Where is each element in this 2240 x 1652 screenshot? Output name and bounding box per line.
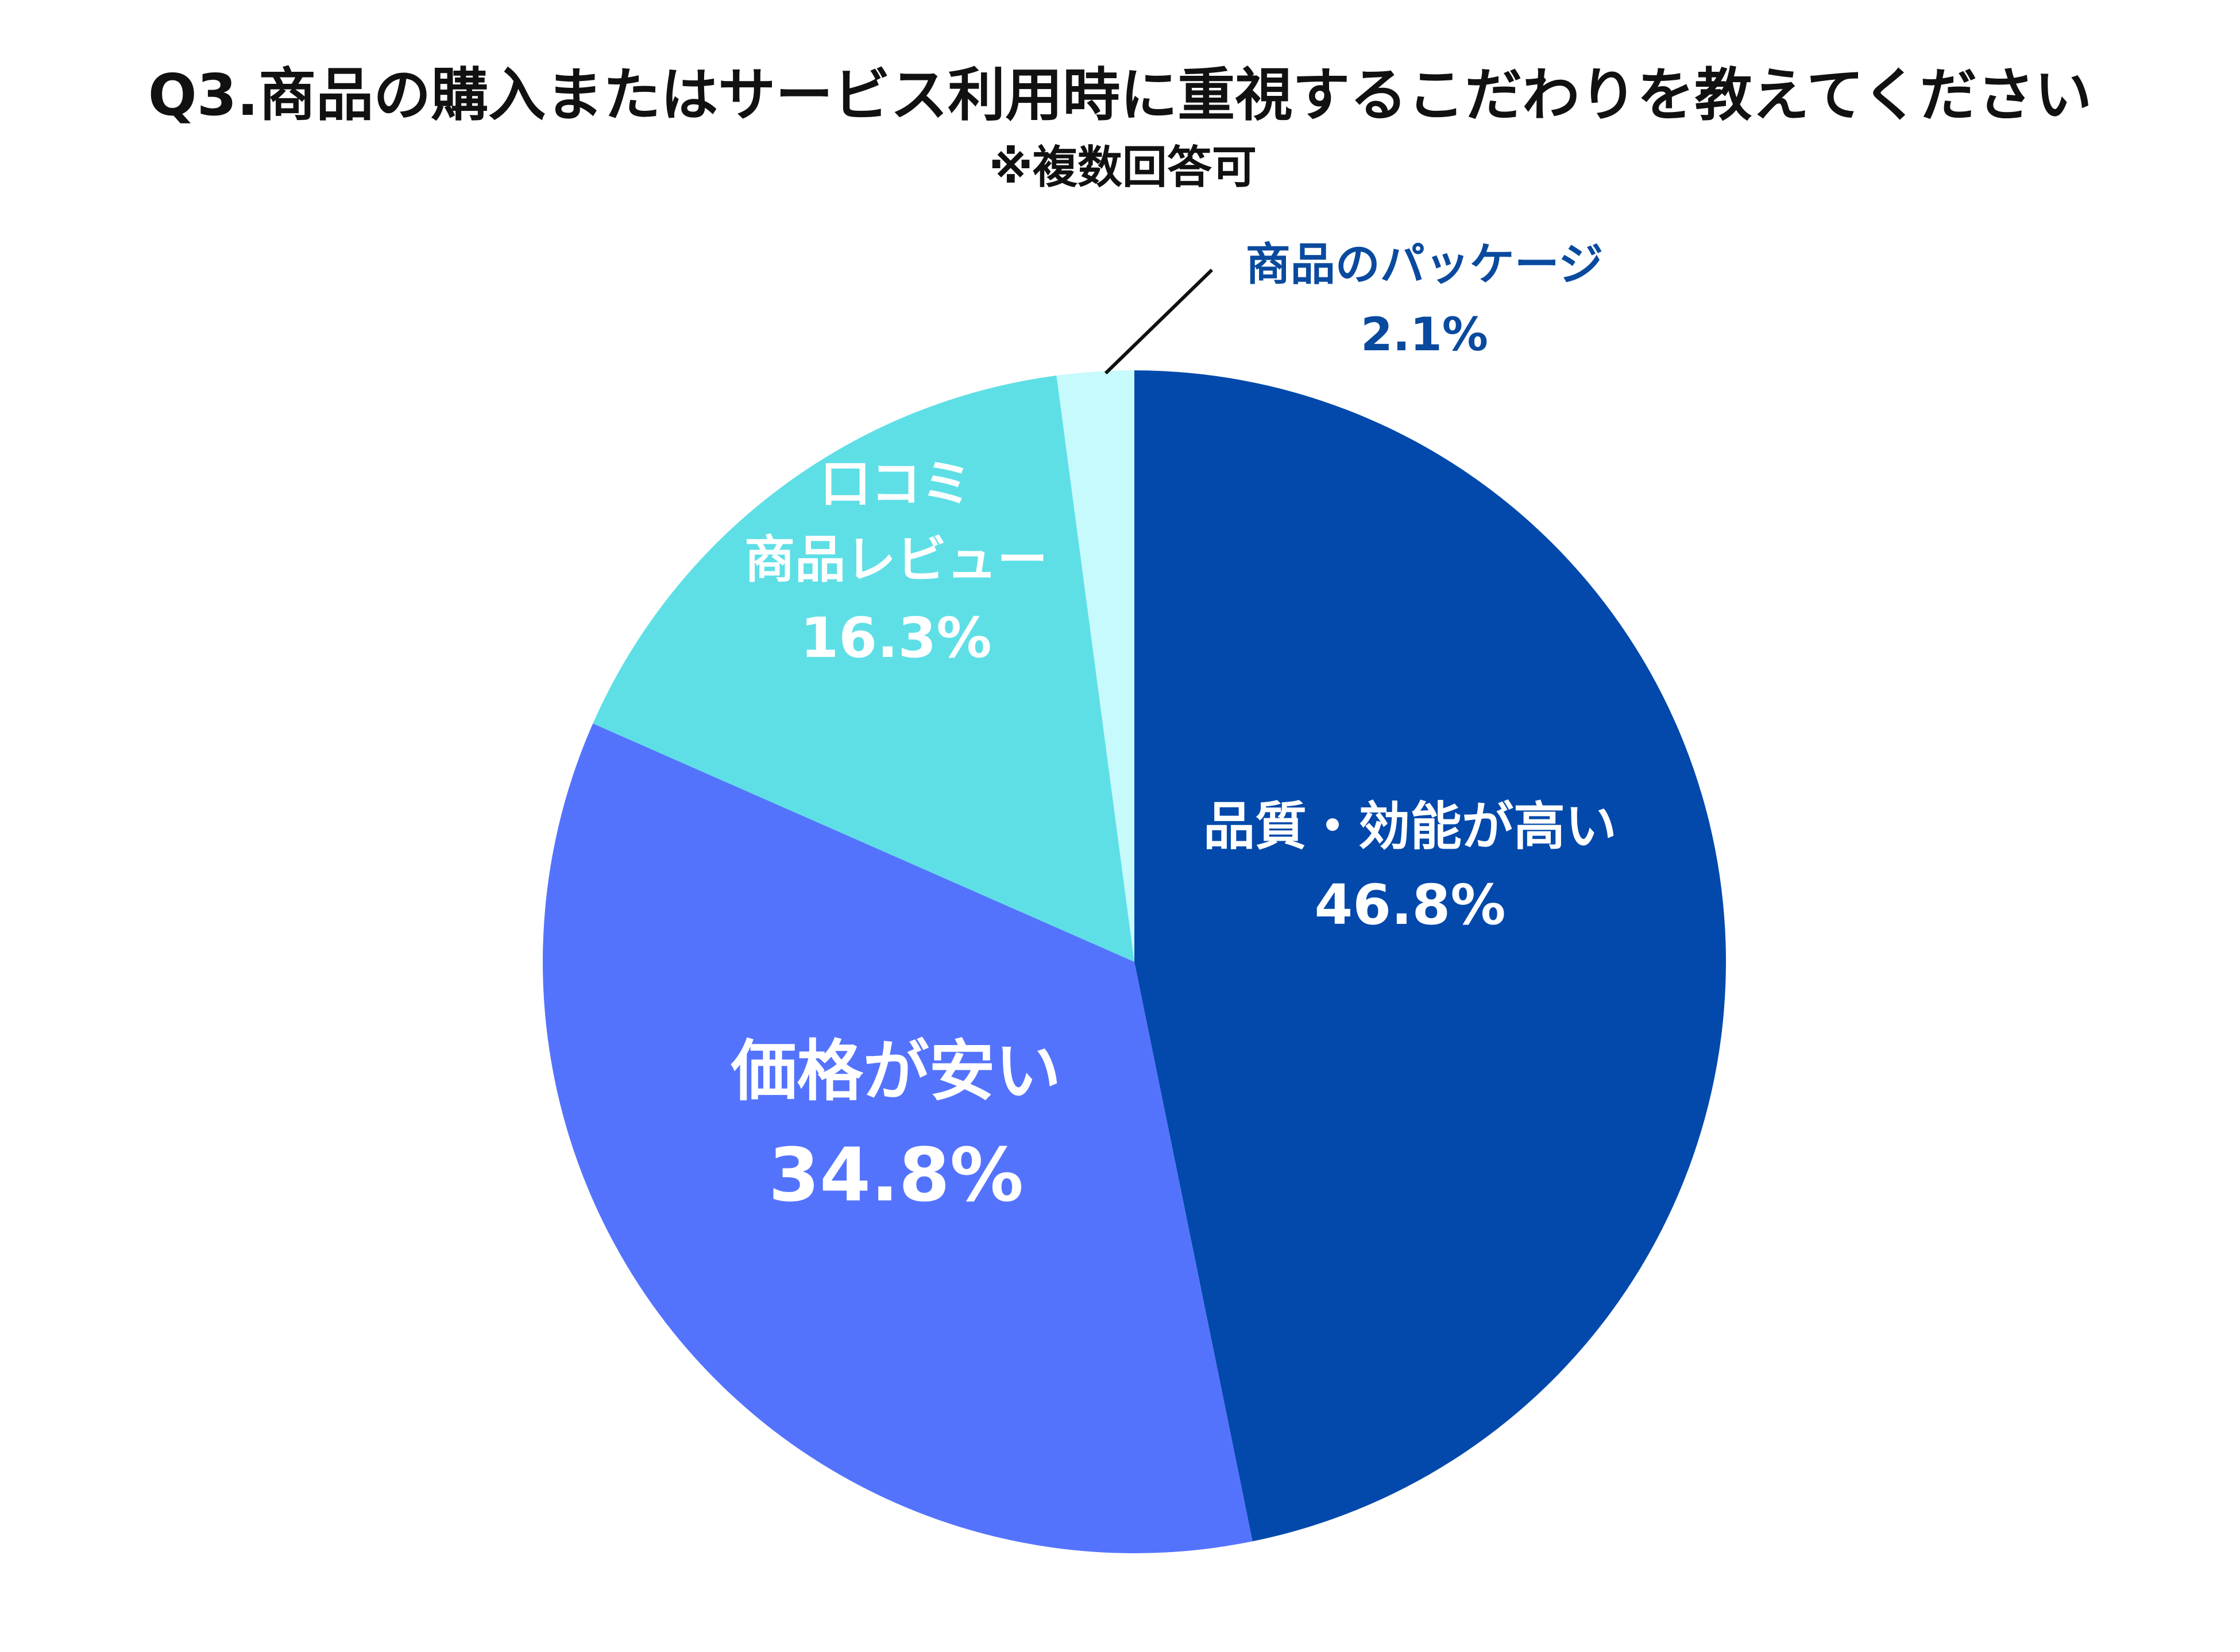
slice-label-reviews-1: 商品レビュー xyxy=(744,530,1048,589)
slice-label-quality-0: 品質・効能が高い xyxy=(1203,796,1617,857)
callout-line-package xyxy=(1104,268,1214,375)
chart-title: Q3.商品の購入またはサービス利用時に重視するこだわりを教えてください xyxy=(148,61,2092,129)
pie-slice-reviews xyxy=(593,375,1134,962)
chart-subtitle: ※複数回答可 xyxy=(989,142,1257,194)
slice-value-price: 34.8% xyxy=(768,1133,1024,1218)
slice-label-reviews-0: 口コミ xyxy=(820,454,972,513)
slice-label-package-0: 商品のパッケージ xyxy=(1246,239,1603,291)
slice-value-package: 2.1% xyxy=(1361,308,1488,361)
pie-slice-package xyxy=(1056,370,1134,962)
slice-label-price-0: 価格が安い xyxy=(730,1033,1061,1110)
pie-slice-price xyxy=(543,724,1253,1553)
slice-value-quality: 46.8% xyxy=(1314,873,1505,937)
slice-value-reviews: 16.3% xyxy=(800,606,991,670)
pie-slice-quality xyxy=(1134,370,1726,1542)
pie-slices xyxy=(543,370,1726,1553)
